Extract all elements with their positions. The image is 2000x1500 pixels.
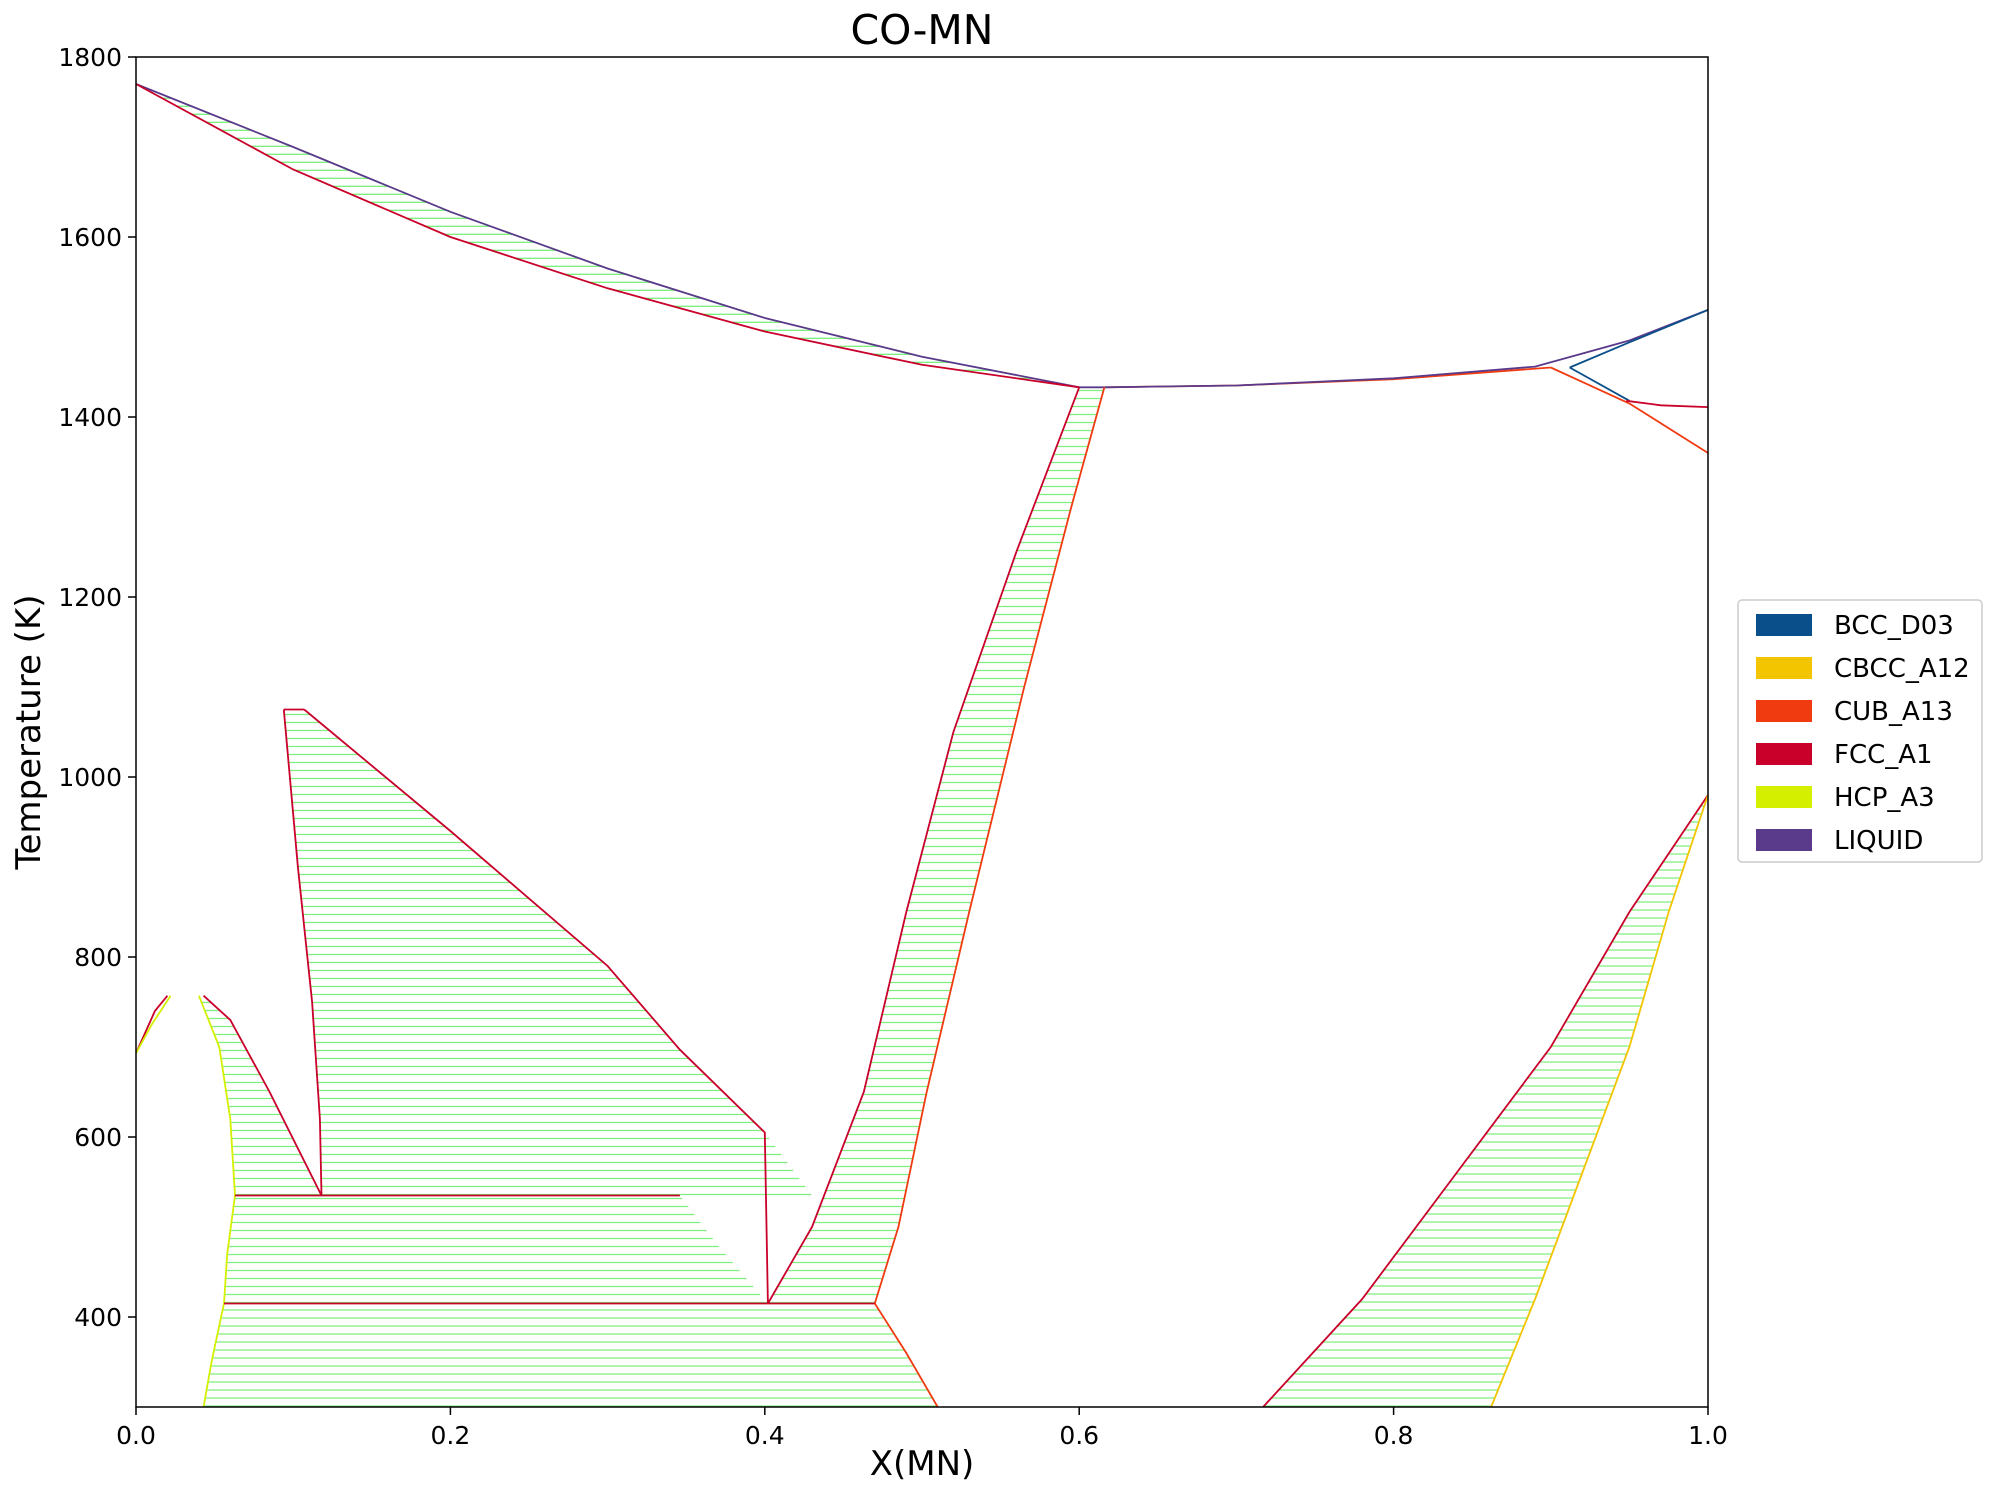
- legend-swatch: [1756, 743, 1812, 765]
- legend-label: FCC_A1: [1834, 740, 1933, 770]
- phase-boundary-line: [873, 387, 1106, 1304]
- y-tick-label: 400: [74, 1303, 122, 1332]
- phase-boundaries-layer: [135, 83, 1709, 1408]
- legend-label: CBCC_A12: [1834, 654, 1970, 684]
- phase-boundary-line: [1569, 309, 1709, 369]
- y-tick-label: 1200: [58, 583, 122, 612]
- y-tick-label: 1400: [58, 403, 122, 432]
- tie-lines-layer: [147, 89, 1707, 1407]
- x-tick-label: 0.6: [1059, 1421, 1099, 1450]
- legend-swatch: [1756, 829, 1812, 851]
- x-tick-label: 0.0: [116, 1421, 156, 1450]
- phase-boundary-line: [135, 995, 172, 1054]
- x-tick-label: 0.8: [1374, 1421, 1414, 1450]
- legend-swatch: [1756, 786, 1812, 808]
- y-tick-label: 1600: [58, 223, 122, 252]
- legend-swatch: [1756, 614, 1812, 636]
- phase-boundary-line: [1104, 309, 1709, 389]
- phase-boundary-line: [282, 709, 323, 1196]
- phase-boundary-line: [874, 1303, 939, 1408]
- legend: BCC_D03 CBCC_A12 CUB_A13 FCC_A1 HCP_A3 LIQUID: [1737, 599, 1983, 863]
- phase-boundary-line: [1262, 794, 1709, 1408]
- phase-boundary-line: [198, 995, 236, 1408]
- y-tick-label: 600: [74, 1123, 122, 1152]
- legend-swatch: [1756, 657, 1812, 679]
- phase-boundary-line: [1550, 366, 1709, 454]
- phase-boundary-line: [202, 995, 323, 1196]
- y-tick-label: 800: [74, 943, 122, 972]
- y-tick-label: 1800: [58, 43, 122, 72]
- y-axis: 400 600 800 1000 1200 1400 1600 1800: [58, 43, 136, 1332]
- phase-boundary-line: [135, 83, 1080, 389]
- y-axis-title: Temperature (K): [9, 594, 49, 870]
- plot-area-frame: [135, 56, 1709, 1408]
- phase-boundary-line: [303, 708, 769, 1304]
- x-tick-label: 1.0: [1688, 1421, 1728, 1450]
- legend-label: CUB_A13: [1834, 697, 1953, 727]
- phase-boundary-line: [767, 386, 1081, 1304]
- phase-boundary-line: [135, 83, 1105, 389]
- chart-title: CO-MN: [851, 6, 994, 54]
- phase-boundary-line: [1569, 366, 1630, 402]
- legend-label: BCC_D03: [1834, 611, 1954, 641]
- x-tick-label: 0.4: [745, 1421, 785, 1450]
- phase-boundary-line: [1626, 399, 1709, 408]
- x-axis: 0.0 0.2 0.4 0.6 0.8 1.0: [116, 1407, 1728, 1450]
- y-tick-label: 1000: [58, 763, 122, 792]
- phase-boundary-line: [135, 995, 169, 1054]
- legend-swatch: [1756, 700, 1812, 722]
- x-tick-label: 0.2: [431, 1421, 471, 1450]
- legend-label: LIQUID: [1834, 826, 1923, 856]
- x-axis-title: X(MN): [870, 1444, 975, 1484]
- phase-boundary-line: [1490, 794, 1709, 1408]
- legend-label: HCP_A3: [1834, 783, 1935, 813]
